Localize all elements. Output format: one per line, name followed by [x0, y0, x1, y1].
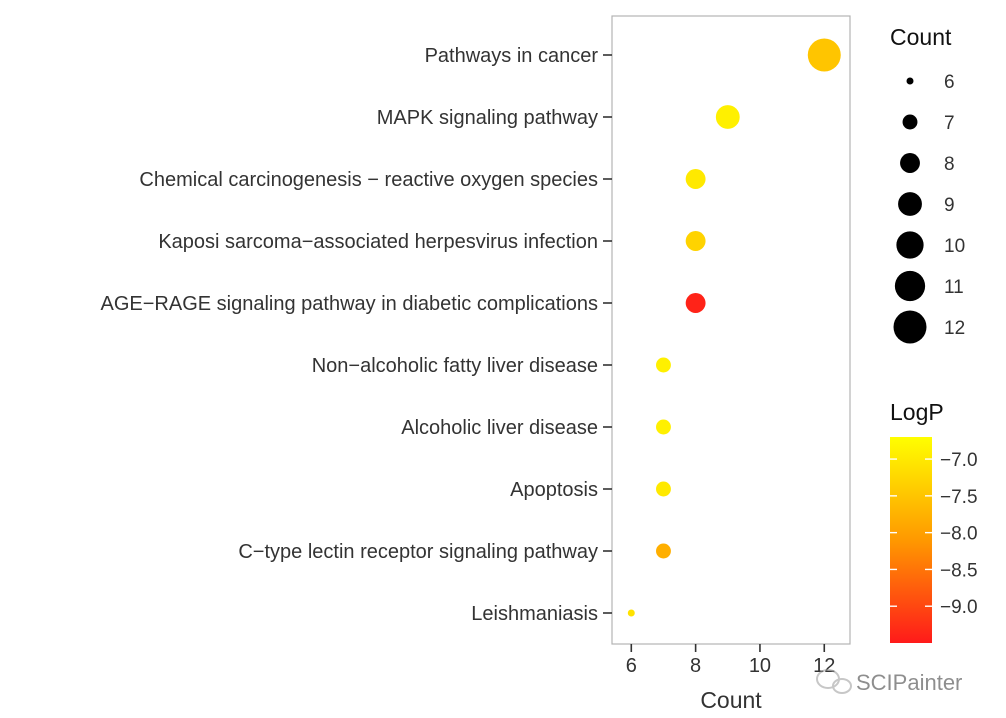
color-legend-label: −8.5	[940, 560, 978, 581]
size-legend-label: 11	[944, 277, 964, 298]
y-tick-label: MAPK signaling pathway	[377, 107, 598, 129]
x-tick-label: 10	[749, 655, 771, 677]
wechat-icon	[816, 669, 852, 694]
y-tick-label: Alcoholic liver disease	[401, 417, 598, 439]
data-point	[656, 543, 671, 559]
size-legend-key	[906, 77, 914, 85]
size-legend-label: 12	[944, 318, 965, 339]
color-legend-title: LogP	[890, 399, 944, 425]
data-point	[685, 231, 706, 251]
size-legend-label: 6	[944, 72, 955, 93]
x-tick-label: 12	[813, 655, 835, 677]
size-legend-title: Count	[890, 24, 952, 50]
data-point	[807, 38, 841, 72]
data-point	[715, 105, 740, 129]
color-legend-label: −7.5	[940, 487, 978, 508]
y-tick-label: Non−alcoholic fatty liver disease	[312, 355, 598, 377]
x-tick-label: 6	[626, 655, 637, 677]
size-legend-label: 9	[944, 195, 955, 216]
x-axis: 6 8 10 12	[626, 644, 835, 677]
watermark-text: SCIPainter	[856, 670, 962, 695]
y-tick-label: Leishmaniasis	[471, 603, 598, 625]
color-legend: LogP −7.0 −7.5 −8.0 −8.5 −9.0	[890, 399, 978, 643]
y-axis: Pathways in cancer MAPK signaling pathway…	[101, 45, 612, 625]
size-legend-label: 8	[944, 154, 955, 175]
size-legend-key	[900, 153, 920, 173]
y-tick-label: Apoptosis	[510, 479, 598, 501]
data-point	[656, 419, 671, 435]
data-point	[656, 481, 671, 497]
y-tick-label: Chemical carcinogenesis − reactive oxyge…	[139, 169, 598, 191]
data-points	[627, 38, 841, 617]
x-tick-label: 8	[690, 655, 701, 677]
color-legend-label: −9.0	[940, 597, 978, 618]
size-legend-key	[898, 192, 922, 216]
data-point	[656, 357, 671, 373]
y-tick-label: Kaposi sarcoma−associated herpesvirus in…	[158, 231, 598, 253]
color-legend-bar	[890, 437, 932, 643]
watermark: SCIPainter	[816, 669, 962, 695]
size-legend-key	[893, 310, 927, 344]
color-legend-label: −8.0	[940, 524, 978, 545]
y-tick-label: Pathways in cancer	[425, 45, 599, 67]
x-axis-label: Count	[700, 687, 762, 713]
size-legend-label: 10	[944, 236, 965, 257]
size-legend-label: 7	[944, 113, 955, 134]
color-legend-label: −7.0	[940, 450, 978, 471]
data-point	[685, 293, 706, 313]
size-legend-key	[894, 270, 926, 302]
data-point	[685, 169, 706, 189]
data-point	[627, 609, 635, 617]
y-tick-label: C−type lectin receptor signaling pathway	[238, 541, 598, 563]
size-legend-key	[896, 231, 924, 259]
size-legend: Count 6 7 8 9 10 11 12	[890, 24, 965, 344]
y-tick-label: AGE−RAGE signaling pathway in diabetic c…	[101, 293, 598, 315]
size-legend-key	[902, 114, 918, 130]
